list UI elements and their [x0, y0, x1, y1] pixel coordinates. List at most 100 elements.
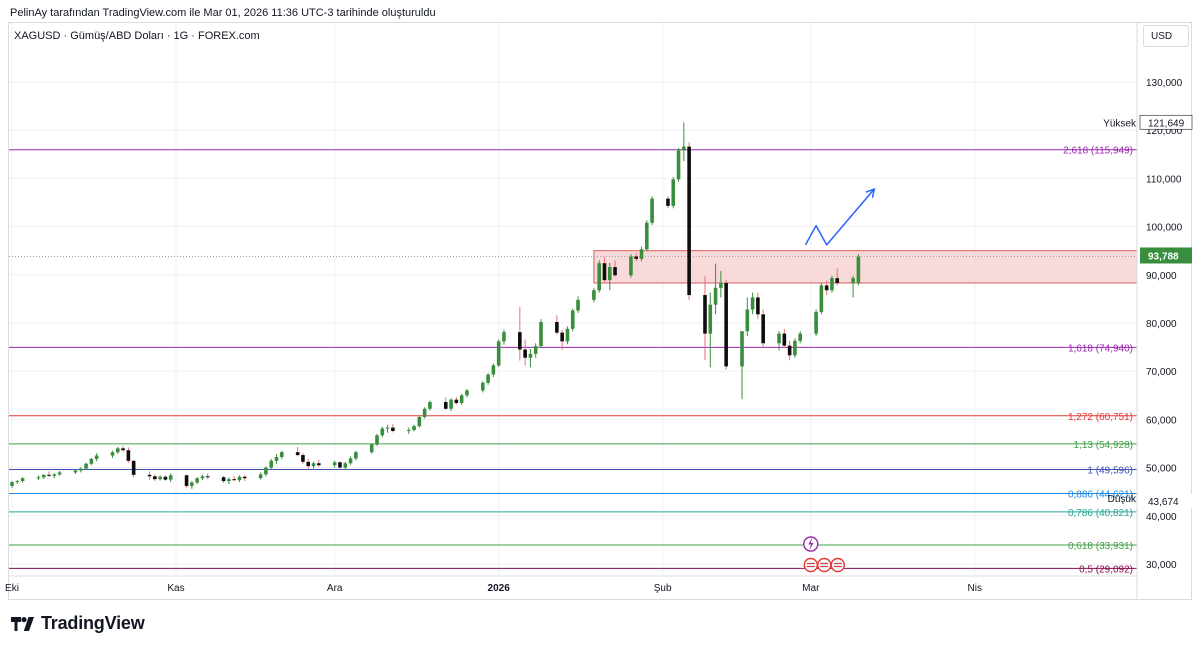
time-tick-label: 2026 [488, 583, 511, 594]
candle-body [391, 427, 395, 431]
candle-body [417, 416, 422, 427]
fib-level-label: 2,618 (115,949) [1063, 146, 1133, 157]
candle-body [523, 349, 527, 358]
candle-body [52, 474, 57, 476]
candle-body [666, 198, 670, 206]
candle-body [184, 475, 189, 486]
candle-body [15, 481, 20, 483]
currency-selector[interactable]: USD [1143, 25, 1189, 47]
price-tick-label: 30,000 [1146, 560, 1177, 571]
candle-body [301, 455, 305, 462]
candle-body [687, 146, 691, 296]
candle-body [443, 402, 448, 409]
candle-body [221, 477, 226, 482]
candle-body [311, 463, 316, 467]
time-tick-label: Kas [167, 583, 184, 594]
tradingview-icon [11, 616, 34, 631]
candle-body [682, 146, 686, 151]
candle-body [496, 341, 501, 366]
lightning-glyph [808, 537, 814, 551]
candle-body [851, 278, 855, 283]
time-tick-label: Nis [968, 583, 982, 594]
candle-body [121, 448, 125, 451]
candle-body [798, 333, 803, 341]
candle-body [724, 282, 728, 367]
candle-body [338, 462, 342, 468]
candle-body [634, 256, 639, 259]
price-tick-label: 50,000 [1146, 464, 1177, 475]
candle-body [227, 479, 231, 482]
candle-body [787, 345, 792, 356]
candle-body [459, 395, 464, 404]
fib-level-label: 1,618 (74,940) [1068, 343, 1133, 354]
candle-body [486, 374, 490, 383]
candle-body [279, 452, 284, 457]
price-tick-label: 130,000 [1146, 78, 1183, 89]
candle-body [518, 332, 522, 350]
high-price-tag [1139, 114, 1193, 130]
candle-body [317, 463, 321, 466]
candle-body [570, 310, 575, 329]
candle-body [676, 150, 681, 180]
price-tick-label: 70,000 [1146, 367, 1177, 378]
candle-body [576, 299, 580, 311]
resistance-zone-layer [9, 250, 1138, 284]
candle-body [232, 479, 236, 481]
candle-body [89, 458, 94, 464]
grid-layer [9, 23, 1137, 575]
candles-layer [10, 122, 861, 489]
candle-body [835, 278, 840, 283]
fib-level-label: 0,886 (44,621) [1068, 490, 1133, 501]
candle-body [422, 408, 427, 417]
candle-body [555, 322, 559, 333]
time-tick-label: Mar [802, 583, 820, 594]
candle-body [777, 333, 781, 344]
fib-level-label: 1,13 (54,928) [1074, 440, 1134, 451]
projection-arrow [804, 188, 875, 246]
candle-body [713, 287, 718, 305]
candle-body [237, 476, 242, 481]
price-tick-label: 40,000 [1146, 512, 1177, 523]
tradingview-logo[interactable]: TradingView [11, 613, 145, 634]
candle-body [761, 314, 765, 344]
candle-body [269, 460, 274, 468]
price-tick-label: 60,000 [1146, 415, 1177, 426]
time-tick-label: Şub [654, 583, 672, 594]
candle-body [819, 285, 824, 312]
low-price-tag [1140, 494, 1192, 509]
candle-body [190, 482, 194, 486]
price-tick-label: 120,000 [1146, 126, 1183, 137]
candle-body [375, 435, 379, 445]
candle-body [41, 474, 46, 478]
candle-body [110, 452, 115, 456]
candle-body [560, 332, 564, 342]
event-markers-layer [803, 536, 845, 573]
candle-body [597, 263, 601, 291]
fib-level-label: 1,272 (60,751) [1068, 412, 1133, 423]
candle-body [264, 467, 268, 475]
candle-body [195, 478, 199, 483]
candle-body [94, 455, 99, 459]
last-price-tag [1140, 247, 1192, 264]
candle-body [153, 476, 157, 480]
candle-body [719, 282, 723, 288]
candle-body [602, 263, 607, 281]
price-tick-label: 110,000 [1146, 174, 1182, 185]
candle-body [565, 328, 570, 342]
candle-body [650, 198, 654, 223]
chart-frame[interactable] [8, 22, 1192, 600]
candle-body [629, 256, 633, 276]
candle-body [205, 476, 210, 478]
candle-body [465, 390, 469, 396]
price-tick-label: 90,000 [1146, 271, 1177, 282]
fib-level-label: 0,786 (40,821) [1068, 508, 1133, 519]
candle-body [491, 365, 496, 375]
candle-body [782, 333, 787, 346]
candle-body [613, 267, 617, 276]
candle-body [147, 474, 152, 477]
price-axis-layer: 30,000 40,000 50,000 60,000 70,000 80,000 90,0… [1103, 23, 1193, 600]
candle-body [200, 476, 205, 479]
candle-body [533, 346, 538, 354]
low-price-label-text: Düşük [1108, 494, 1137, 505]
